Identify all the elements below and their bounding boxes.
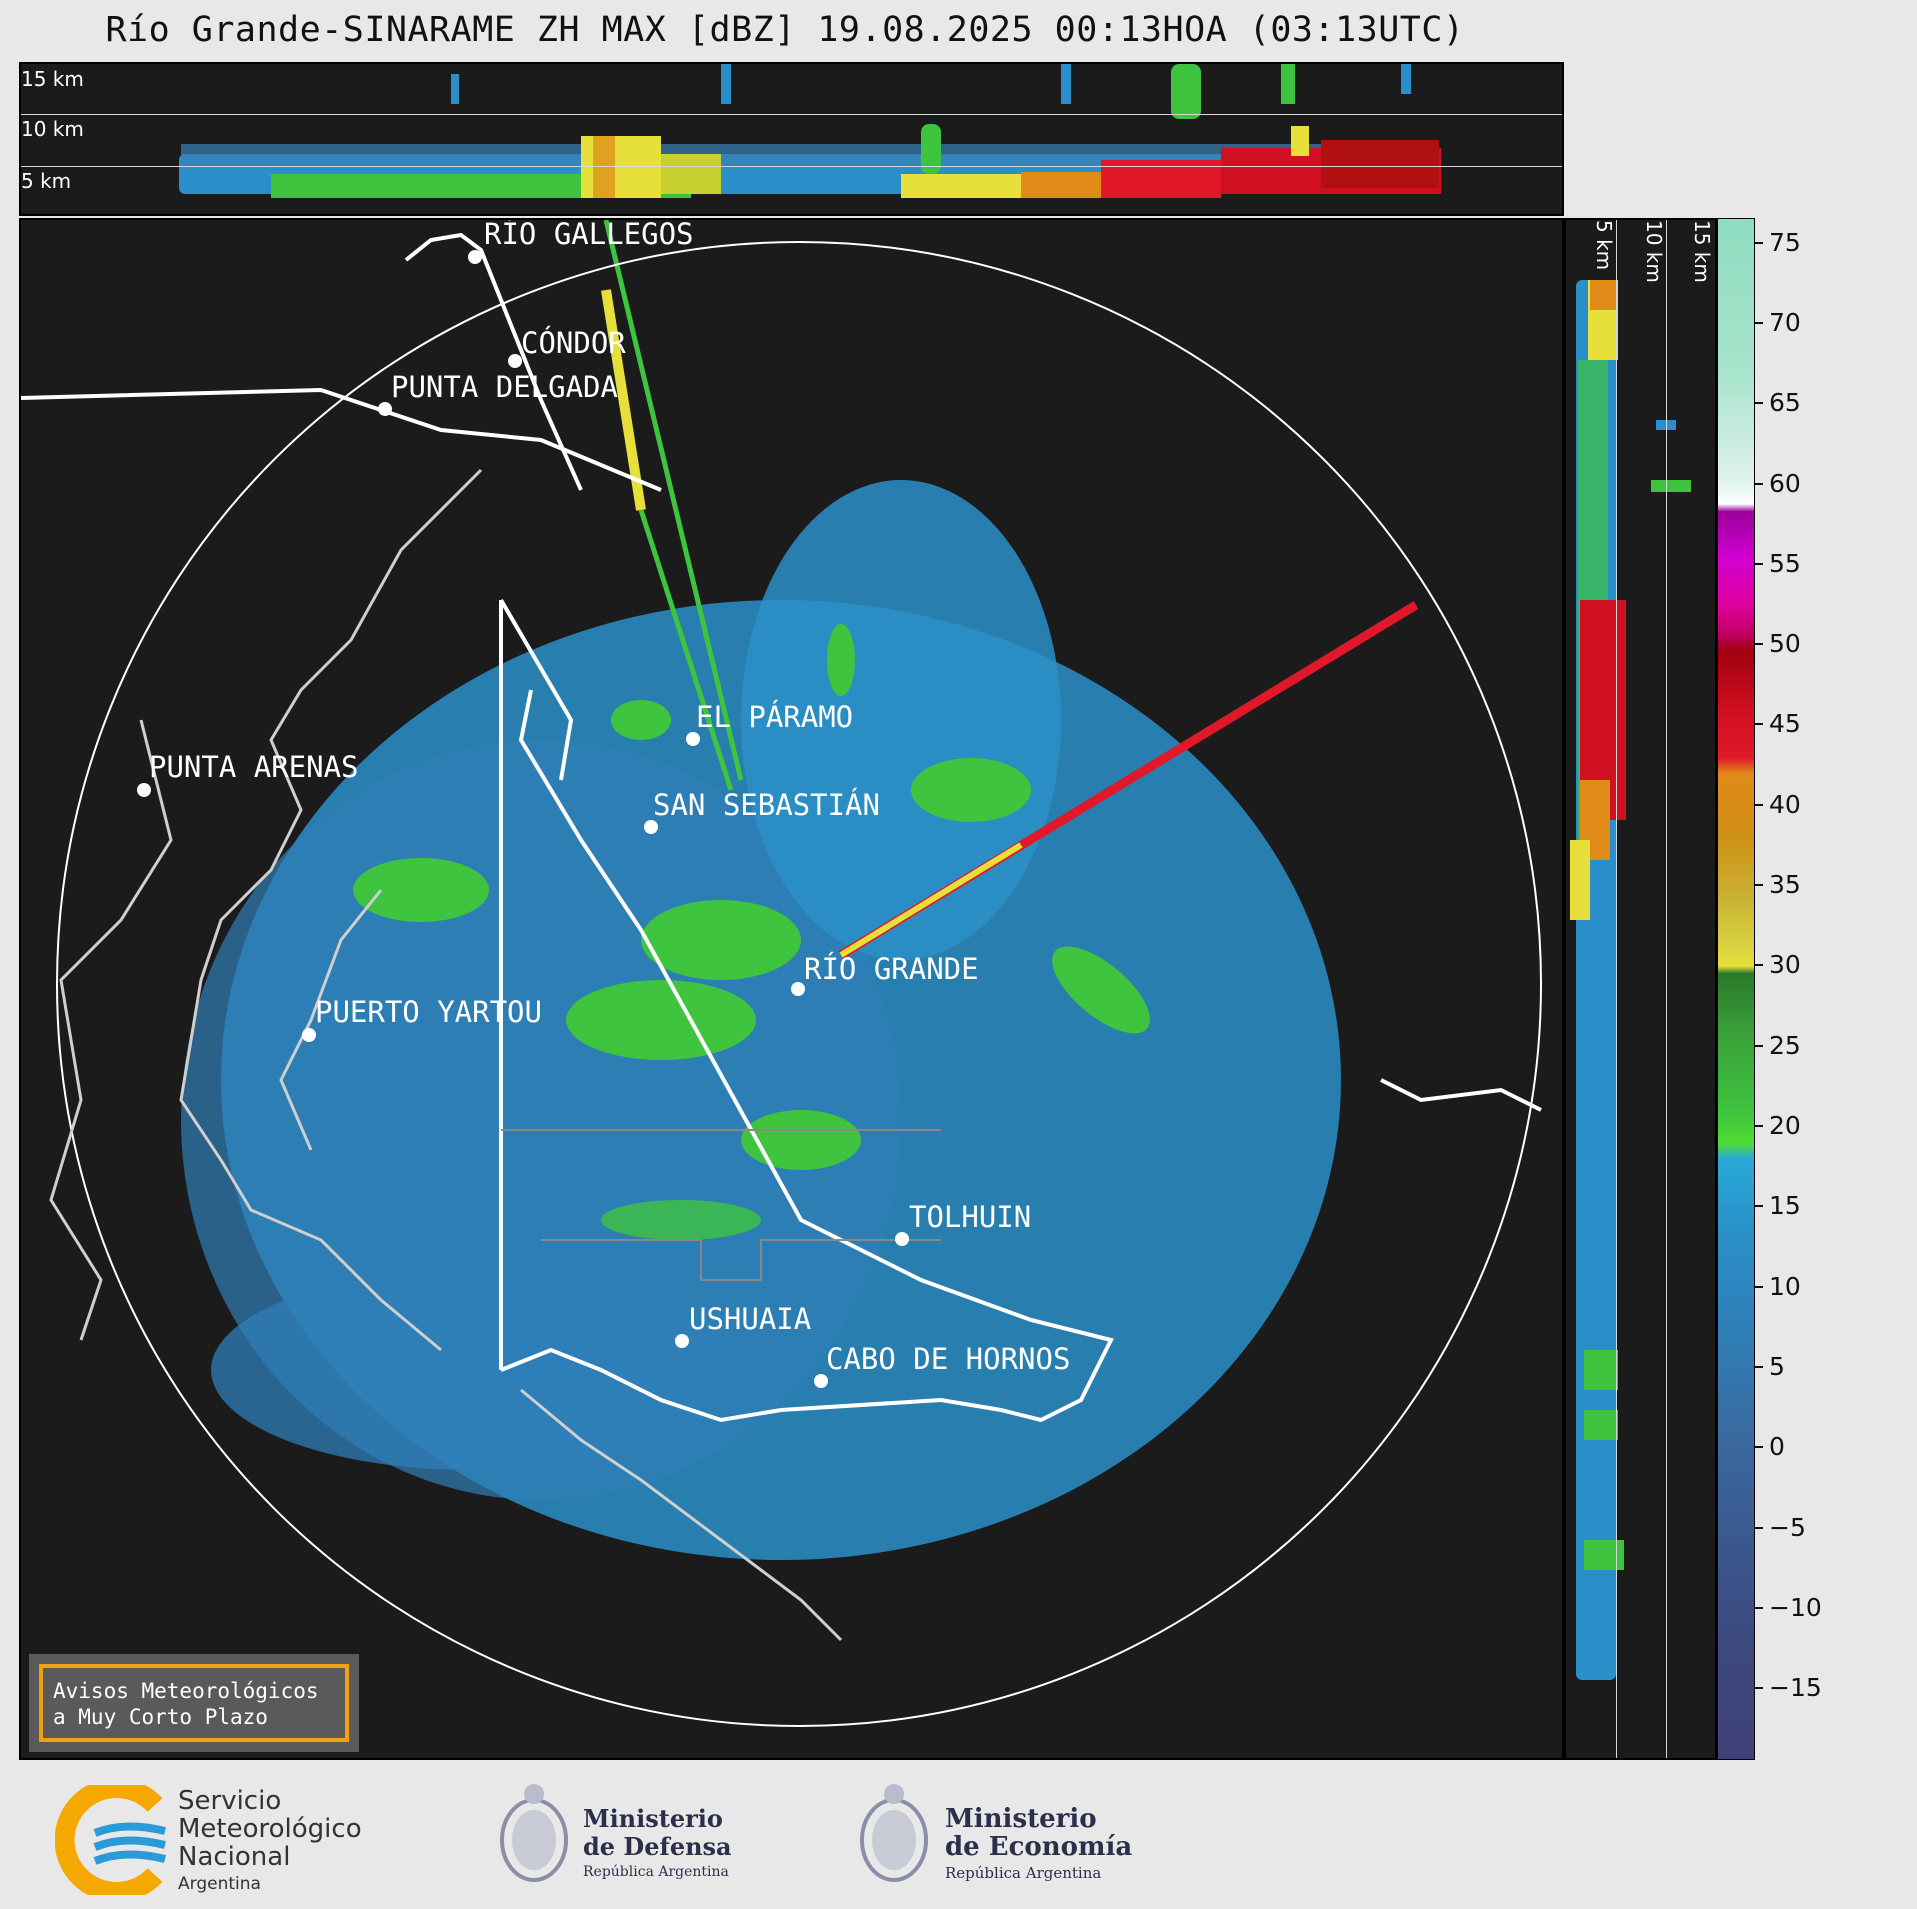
smn-logo-icon	[55, 1785, 166, 1895]
city-dot-san-sebastian	[644, 820, 658, 834]
defensa-line2: de Defensa	[583, 1832, 732, 1861]
warnings-badge-line2: a Muy Corto Plazo	[53, 1705, 268, 1729]
height-line-10km-vertical	[1666, 220, 1667, 1758]
economia-line2: de Economía	[945, 1832, 1133, 1862]
city-label-ushuaia: USHUAIA	[689, 1302, 812, 1336]
warnings-badge: Avisos Meteorológicos a Muy Corto Plazo	[29, 1654, 359, 1752]
city-label-san-sebastian: SAN SEBASTIÁN	[653, 788, 880, 822]
height-label-15km: 15 km	[21, 67, 84, 91]
city-dot-punta-delgada	[378, 402, 392, 416]
city-label-condor: CÓNDOR	[521, 326, 626, 360]
city-dot-rio-gallegos	[468, 250, 482, 264]
reflectivity-colorbar	[1717, 218, 1755, 1760]
footer-logos: Servicio Meteorológico Nacional Argentin…	[0, 1760, 1917, 1909]
smn-name-line3: Nacional	[178, 1842, 291, 1872]
city-dot-rio-grande	[791, 982, 805, 996]
smn-name-line4: Argentina	[178, 1874, 261, 1894]
smn-name-line2: Meteorológico	[178, 1814, 362, 1844]
city-dot-condor	[508, 354, 522, 368]
height-label-10km: 10 km	[21, 117, 84, 141]
city-dot-punta-arenas	[137, 783, 151, 797]
top-cross-section: 15 km 10 km 5 km	[19, 62, 1564, 216]
right-cross-section: 5 km 10 km 15 km	[1564, 218, 1717, 1760]
defensa-line1: Ministerio	[583, 1804, 723, 1833]
defensa-line3: República Argentina	[583, 1864, 729, 1880]
city-label-rio-gallegos: RÍO GALLEGOS	[484, 218, 694, 251]
radar-echo-layer	[21, 220, 1542, 1727]
right-cross-section-echoes	[1570, 280, 1691, 1680]
city-dot-tolhuin	[895, 1232, 909, 1246]
height-label-5km: 5 km	[21, 169, 72, 193]
city-dot-ushuaia	[675, 1334, 689, 1348]
city-dot-el-paramo	[686, 732, 700, 746]
city-label-tolhuin: TOLHUIN	[909, 1200, 1032, 1234]
city-label-rio-grande: RÍO GRANDE	[804, 952, 979, 986]
warnings-badge-frame: Avisos Meteorológicos a Muy Corto Plazo	[39, 1664, 349, 1742]
height-label-5km-vertical: 5 km	[1592, 220, 1616, 271]
top-cross-section-echoes	[179, 64, 1441, 198]
height-line-5km-vertical	[1616, 220, 1617, 1758]
economia-seal-icon	[860, 1784, 928, 1882]
height-line-10km	[21, 114, 1562, 115]
defensa-seal-icon	[500, 1784, 568, 1882]
height-line-5km	[21, 166, 1562, 167]
city-dot-puerto-yartou	[302, 1028, 316, 1042]
city-label-punta-delgada: PUNTA DELGADA	[391, 370, 618, 404]
map-title: Río Grande-SINARAME ZH MAX [dBZ] 19.08.2…	[105, 10, 1465, 50]
city-label-puerto-yartou: PUERTO YARTOU	[315, 995, 542, 1029]
city-label-punta-arenas: PUNTA ARENAS	[149, 750, 359, 784]
economia-line1: Ministerio	[945, 1804, 1097, 1834]
economia-line3: República Argentina	[945, 1864, 1102, 1882]
height-label-15km-vertical: 15 km	[1690, 220, 1714, 283]
smn-name-line1: Servicio	[178, 1786, 282, 1816]
city-label-el-paramo: EL PÁRAMO	[696, 700, 854, 734]
city-label-cabo-de-hornos: CABO DE HORNOS	[826, 1342, 1071, 1376]
city-dot-cabo-de-hornos	[814, 1374, 828, 1388]
warnings-badge-line1: Avisos Meteorológicos	[53, 1679, 319, 1703]
height-label-10km-vertical: 10 km	[1642, 220, 1666, 283]
radar-ppi-map: RÍO GALLEGOS CÓNDOR PUNTA DELGADA PUNTA …	[19, 218, 1564, 1760]
